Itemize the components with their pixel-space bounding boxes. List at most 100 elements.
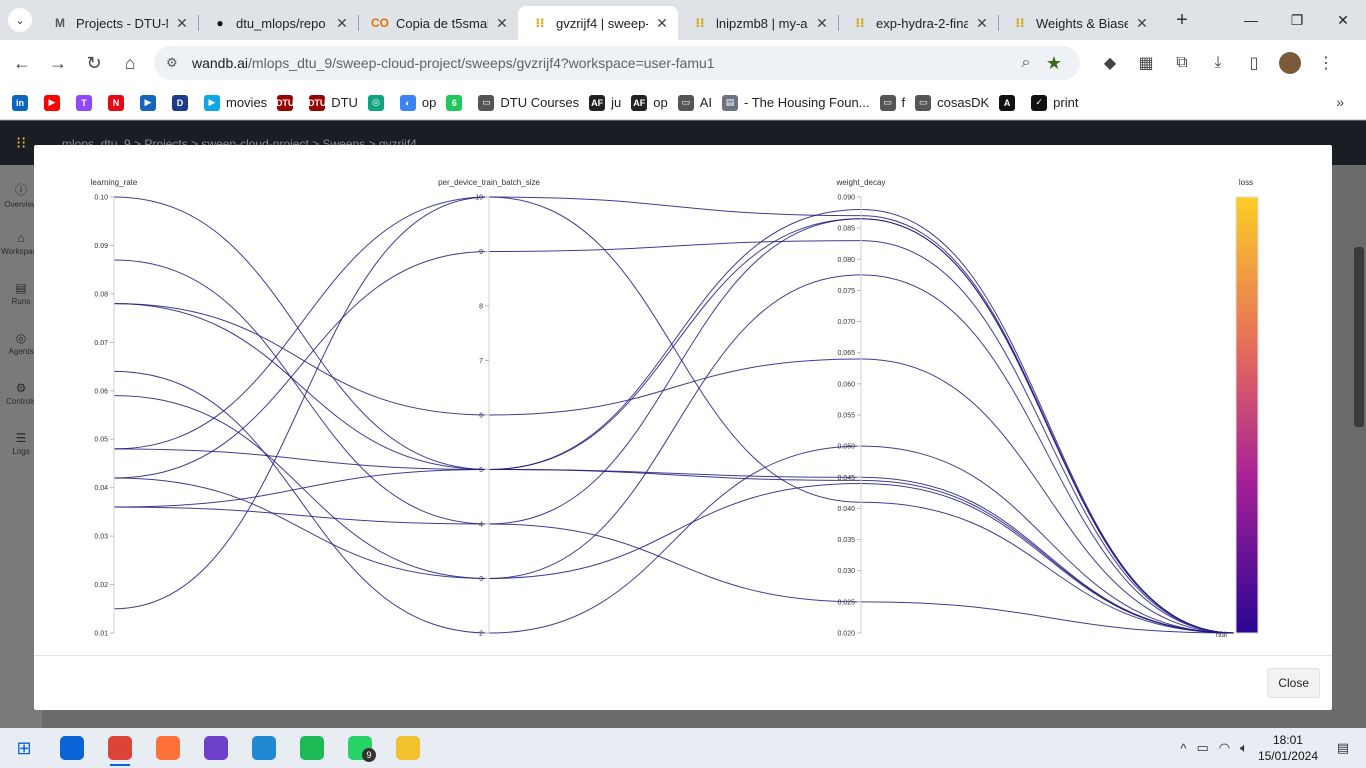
clock-date: 15/01/2024: [1257, 749, 1318, 763]
tab-close-icon[interactable]: ✕: [816, 14, 828, 31]
bookmark-15[interactable]: ▭ AI: [677, 94, 712, 111]
back-arrow-icon[interactable]: ←: [13, 52, 31, 73]
home-icon[interactable]: ⌂: [124, 52, 136, 73]
modal-footer: Close: [34, 655, 1332, 710]
forward-arrow-icon[interactable]: →: [49, 52, 67, 73]
tab-2[interactable]: CO Copia de t5smal ✕: [358, 6, 518, 40]
taskbar-whatsapp-icon[interactable]: 9: [336, 728, 384, 768]
extension-grid-icon[interactable]: ▦: [1138, 55, 1154, 72]
tray-chevron-up-icon[interactable]: ^: [1180, 740, 1187, 756]
bookmark-5[interactable]: D: [172, 94, 194, 111]
windows-taskbar: ⊞ 9 ^ ▭ ◠ 🔈︎ 18:01 15/01/2024 ▤: [0, 728, 1366, 768]
system-clock[interactable]: 18:01 15/01/2024: [1258, 732, 1318, 764]
bookmark-9[interactable]: ◎: [367, 94, 390, 111]
bookmark-7[interactable]: DTU: [276, 94, 299, 111]
taskbar-github-desktop-icon[interactable]: [192, 728, 240, 768]
bookmark-star-icon[interactable]: ★: [1045, 52, 1063, 73]
bookmark-16[interactable]: ▤ - The Housing Foun...: [722, 94, 870, 111]
taskbar-file-explorer-icon[interactable]: [384, 728, 432, 768]
more-bookmarks-icon[interactable]: »: [1336, 94, 1344, 110]
axis-tick-label: 0.06: [94, 388, 108, 395]
bookmark-2[interactable]: T: [76, 94, 98, 111]
zoom-magnifier-icon[interactable]: ⌕: [1021, 54, 1031, 71]
taskbar-outlook-icon[interactable]: [48, 728, 96, 768]
tab-1[interactable]: ● dtu_mlops/repo ✕: [198, 6, 358, 40]
bookmark-4[interactable]: ▶: [140, 94, 162, 111]
axis-tick-label: 0.065: [837, 350, 855, 357]
address-bar[interactable]: ⚙ wandb.ai/mlops_dtu_9/sweep-cloud-proje…: [154, 46, 1080, 80]
tab-title: exp-hydra-2-fina: [876, 15, 968, 31]
axis-title-3: loss: [1239, 178, 1253, 187]
tab-4[interactable]: ⁝⁝ lnipzmb8 | my-a ✕: [678, 6, 838, 40]
close-window-icon[interactable]: ✕: [1337, 11, 1349, 28]
taskbar-spotify-icon[interactable]: [288, 728, 336, 768]
sidebar-item-label: Controls: [6, 397, 36, 406]
tab-3[interactable]: ⁝⁝ gvzrijf4 | sweep- ✕: [518, 6, 678, 40]
sidebar-item-controls[interactable]: ⚙ Controls: [0, 381, 42, 406]
axis-title-0: learning_rate: [91, 178, 138, 187]
bookmark-12[interactable]: ▭ DTU Courses: [478, 94, 580, 111]
site-info-icon[interactable]: ⚙: [166, 55, 178, 70]
bookmark-14[interactable]: AF op: [631, 94, 668, 111]
sidebar-item-logs[interactable]: ☰ Logs: [0, 431, 42, 456]
extension-graduation-icon[interactable]: ◆: [1103, 55, 1117, 72]
side-panel-icon[interactable]: ▯: [1249, 55, 1259, 72]
restore-icon[interactable]: ❐: [1290, 11, 1304, 28]
new-tab-plus-icon[interactable]: +: [1176, 8, 1188, 31]
tab-favicon-icon: ●: [216, 16, 224, 30]
notifications-icon[interactable]: ▤: [1336, 740, 1350, 755]
tab-5[interactable]: ⁝⁝ exp-hydra-2-fina ✕: [838, 6, 998, 40]
close-button[interactable]: Close: [1267, 668, 1320, 698]
extensions-puzzle-icon[interactable]: ⧉: [1176, 54, 1188, 71]
bookmark-3[interactable]: N: [108, 94, 130, 111]
volume-icon[interactable]: 🔈︎: [1240, 740, 1248, 755]
bookmark-icon: T: [76, 94, 92, 111]
tab-close-icon[interactable]: ✕: [336, 14, 348, 31]
windows-start-icon[interactable]: ⊞: [16, 737, 32, 758]
bookmark-11[interactable]: 6: [446, 94, 468, 111]
bookmark-10[interactable]: ◐ op: [399, 94, 436, 111]
tab-6[interactable]: ⁝⁝ Weights & Biase ✕: [998, 6, 1158, 40]
bookmark-label: DTU Courses: [500, 95, 580, 110]
profile-avatar[interactable]: [1272, 45, 1308, 81]
tab-close-icon[interactable]: ✕: [496, 14, 508, 31]
run-line-4: [113, 370, 1235, 634]
bookmark-18[interactable]: ▭ cosasDK: [915, 94, 989, 111]
sidebar-item-workspace[interactable]: ⌂ Workspace: [0, 231, 42, 256]
tab-0[interactable]: M Projects - DTU-M ✕: [38, 6, 198, 40]
bookmark-20[interactable]: ✓ print: [1031, 94, 1078, 111]
axis-tick-label: 0.080: [837, 257, 855, 264]
bookmark-19[interactable]: A: [999, 94, 1021, 111]
bookmark-17[interactable]: ▭ f: [879, 94, 905, 111]
run-line-3: [113, 303, 1235, 634]
tab-close-icon[interactable]: ✕: [976, 14, 988, 31]
spotify-icon: [300, 736, 324, 760]
reload-icon[interactable]: ↻: [86, 52, 102, 73]
tab-search-chevron-icon[interactable]: ⌄: [8, 8, 32, 32]
tab-close-icon[interactable]: ✕: [176, 14, 188, 31]
sidebar-item-overview[interactable]: ⓘ Overview: [0, 181, 42, 209]
axis-tick-label: 0.09: [94, 243, 108, 250]
minimize-icon[interactable]: —: [1244, 12, 1258, 28]
bookmark-label: DTU: [331, 95, 358, 110]
taskbar-vscode-icon[interactable]: [240, 728, 288, 768]
run-line-7: [113, 218, 1235, 634]
bookmark-13[interactable]: AF ju: [589, 94, 621, 111]
url-text[interactable]: wandb.ai/mlops_dtu_9/sweep-cloud-project…: [192, 55, 1012, 71]
bookmark-8[interactable]: DTU DTU: [308, 94, 358, 111]
page-scrollbar[interactable]: [1354, 247, 1364, 427]
taskbar-chrome-icon[interactable]: [96, 728, 144, 768]
tab-close-icon[interactable]: ✕: [656, 14, 668, 31]
browser-menu-icon[interactable]: ⋮: [1318, 55, 1334, 72]
battery-icon[interactable]: ▭: [1196, 740, 1209, 755]
taskbar-firefox-icon[interactable]: [144, 728, 192, 768]
wifi-icon[interactable]: ◠: [1218, 740, 1231, 755]
bookmark-6[interactable]: ▶ movies: [204, 94, 267, 111]
sidebar-item-agents[interactable]: ◎ Agents: [0, 331, 42, 356]
axis-tick-label: 9: [479, 249, 483, 256]
sidebar-item-runs[interactable]: ▤ Runs: [0, 281, 42, 306]
tab-close-icon[interactable]: ✕: [1136, 14, 1148, 31]
downloads-icon[interactable]: ⤓: [1214, 54, 1222, 71]
bookmark-0[interactable]: in: [12, 94, 34, 111]
bookmark-1[interactable]: ▶: [44, 94, 66, 111]
